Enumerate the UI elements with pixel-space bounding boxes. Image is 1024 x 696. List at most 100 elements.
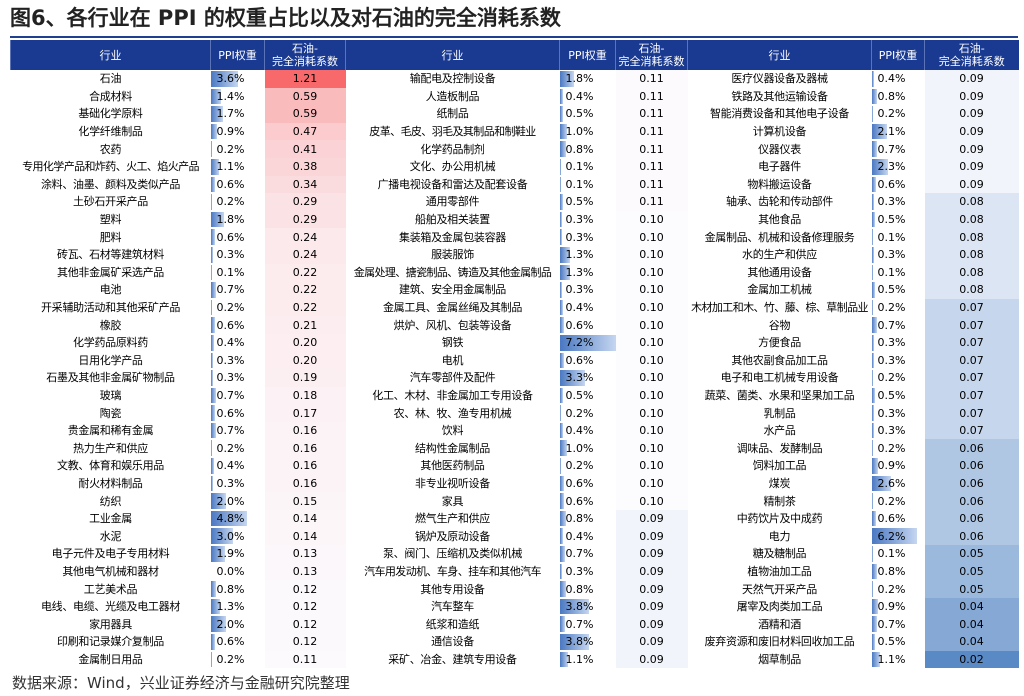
ppi-weight-value: 6.2% [877, 529, 906, 543]
ppi-weight-bar [210, 405, 215, 421]
industry-name: 结构性金属制品 [415, 441, 490, 455]
ppi-weight-bar [559, 229, 562, 245]
ppi-weight-bar [559, 651, 569, 668]
ppi-weight-cell: 0.4% [559, 88, 616, 106]
ppi-weight-cell: 1.3% [559, 246, 616, 264]
table-row: 工艺美术品 0.8% 0.12 其他专用设备 0.8% 0.09 天然气开采产品 0.2% 0.… [11, 580, 1019, 598]
ppi-weight-value: 0.2% [877, 371, 906, 385]
oil-consumption-coefficient: 0.09 [924, 122, 1019, 141]
ppi-weight-bar [559, 422, 563, 439]
ppi-weight-bar [559, 405, 562, 421]
industry-name: 中药饮片及中成药 [736, 512, 823, 526]
oil-consumption-coefficient: 0.22 [264, 263, 346, 282]
ppi-weight-value: 0.8% [565, 142, 594, 156]
table-row: 石油 3.6% 1.21 输配电及控制设备 1.8% 0.11 医疗仪器设备及器械 0.4% 0… [11, 70, 1019, 88]
oil-consumption-coefficient: 0.10 [615, 474, 688, 493]
industry-name: 化工、木材、非金属加工专用设备 [372, 388, 533, 402]
ppi-weight-cell: 0.7% [871, 615, 925, 633]
ppi-weight-cell: 0.1% [871, 264, 925, 282]
ppi-weight-cell: 1.8% [210, 211, 265, 229]
ppi-weight-cell: 0.8% [559, 580, 616, 598]
industry-name: 开采辅助活动和其他采矿产品 [40, 301, 181, 315]
ppi-weight-value: 0.5% [877, 283, 906, 297]
ppi-weight-bar [559, 634, 590, 650]
ppi-weight-cell: 0.0% [211, 563, 265, 581]
ppi-weight-cell: 0.3% [871, 246, 925, 264]
ppi-weight-value: 0.4% [216, 459, 245, 473]
ppi-weight-bar [210, 106, 224, 122]
ppi-weight-cell: 0.6% [210, 176, 265, 194]
ppi-weight-value: 0.8% [565, 582, 594, 596]
industry-name: 精制茶 [763, 494, 796, 508]
oil-consumption-coefficient: 0.15 [264, 492, 346, 510]
ppi-weight-cell: 0.3% [871, 422, 925, 440]
oil-consumption-coefficient: 0.16 [264, 457, 346, 475]
ppi-weight-cell: 3.0% [210, 527, 265, 545]
ppi-weight-cell: 3.3% [559, 369, 616, 387]
ppi-weight-bar [871, 387, 876, 404]
industry-name: 文教、体育和娱乐用品 [57, 459, 164, 473]
oil-consumption-coefficient: 0.41 [264, 140, 346, 158]
oil-consumption-coefficient: 0.09 [615, 633, 688, 651]
ppi-weight-bar [210, 246, 213, 263]
table-row: 石墨及其他非金属矿物制品 0.3% 0.19 汽车零部件及配件 3.3% 0.10 电子和电… [11, 369, 1019, 387]
ppi-weight-bar [871, 634, 876, 650]
ppi-weight-value: 0.1% [565, 160, 594, 174]
ppi-weight-value: 0.9% [877, 459, 906, 473]
industry-name: 金属制日用品 [78, 652, 143, 666]
industry-name: 输配电及控制设备 [409, 72, 496, 86]
ppi-weight-cell: 2.6% [871, 475, 925, 493]
ppi-weight-value: 0.5% [877, 213, 906, 227]
ppi-weight-value: 0.5% [877, 635, 906, 649]
industry-name: 皮革、毛皮、羽毛及其制品和制鞋业 [369, 125, 536, 139]
table-row: 贵金属和稀有金属 0.7% 0.16 饮料 0.4% 0.10 水产品 0.3% 0.07 [11, 421, 1019, 440]
oil-consumption-coefficient: 0.08 [924, 281, 1019, 299]
ppi-weight-cell: 0.6% [210, 633, 265, 651]
ppi-weight-value: 1.3% [565, 248, 594, 262]
ppi-weight-bar [559, 176, 561, 193]
industry-name: 蔬菜、菌类、水果和坚果加工品 [704, 388, 855, 402]
ppi-weight-cell: 4.8% [210, 510, 265, 528]
oil-consumption-coefficient: 0.06 [924, 439, 1019, 458]
oil-consumption-coefficient: 0.09 [924, 87, 1019, 106]
ppi-weight-value: 0.3% [877, 248, 906, 262]
ppi-weight-value: 0.4% [877, 72, 906, 86]
oil-consumption-coefficient: 0.09 [615, 509, 688, 528]
table-row: 橡胶 0.6% 0.21 烘炉、风机、包装等设备 0.6% 0.10 谷物 0.7% 0.07 [11, 316, 1019, 334]
oil-consumption-coefficient: 0.05 [924, 580, 1019, 598]
oil-consumption-coefficient: 0.24 [264, 245, 346, 264]
industry-name: 物料搬运设备 [747, 177, 812, 191]
ppi-weight-bar [871, 546, 873, 562]
industry-name: 水产品 [763, 424, 796, 438]
ppi-weight-cell: 1.1% [871, 651, 925, 669]
ppi-weight-bar [210, 176, 215, 193]
ppi-weight-value: 0.3% [877, 424, 906, 438]
ppi-weight-cell: 0.5% [871, 281, 925, 299]
oil-consumption-coefficient: 0.04 [924, 615, 1019, 633]
ppi-weight-cell: 0.3% [559, 563, 616, 581]
ppi-weight-cell: 0.5% [871, 633, 925, 651]
ppi-weight-bar [871, 158, 889, 175]
industry-name: 木材加工和木、竹、藤、棕、草制品业 [691, 301, 868, 315]
ppi-weight-cell: 0.7% [871, 316, 925, 334]
ppi-weight-value: 2.0% [216, 617, 245, 631]
ppi-weight-cell: 0.3% [871, 334, 925, 352]
oil-consumption-coefficient: 0.08 [924, 228, 1019, 246]
oil-consumption-coefficient: 0.29 [264, 210, 346, 229]
ppi-weight-value: 0.6% [216, 406, 245, 420]
industry-name: 其他电气机械和器材 [62, 564, 159, 578]
ppi-weight-bar [871, 422, 874, 439]
industry-name: 专用化学产品和炸药、火工、焰火产品 [22, 160, 199, 174]
column-header: 石油- 完全消耗系数 [924, 40, 1019, 70]
ppi-weight-cell: 0.8% [210, 580, 265, 598]
ppi-weight-cell: 0.5% [559, 387, 616, 405]
industry-name: 锅炉及原动设备 [415, 529, 490, 543]
ppi-weight-cell: 0.3% [871, 352, 925, 370]
ppi-weight-cell: 3.8% [559, 598, 616, 616]
oil-consumption-coefficient: 0.09 [615, 580, 688, 598]
ppi-weight-cell: 0.2% [871, 299, 925, 317]
table-row: 基础化学原料 1.7% 0.59 纸制品 0.5% 0.11 智能消费设备和其他电子设备 0.… [11, 105, 1019, 123]
ppi-weight-cell: 0.3% [559, 281, 616, 299]
industry-name: 医疗仪器设备及器械 [731, 72, 828, 86]
ppi-weight-value: 0.2% [216, 441, 245, 455]
